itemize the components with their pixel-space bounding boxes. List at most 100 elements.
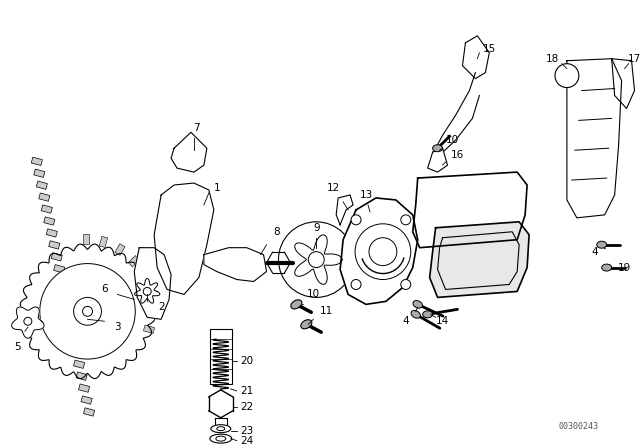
Polygon shape xyxy=(567,59,621,218)
Circle shape xyxy=(369,238,397,266)
Ellipse shape xyxy=(217,426,225,431)
Bar xyxy=(71,348,82,357)
Bar xyxy=(56,276,67,285)
Bar xyxy=(51,253,62,261)
Polygon shape xyxy=(134,248,171,319)
Bar xyxy=(63,312,75,321)
Bar xyxy=(79,384,90,392)
Text: 8: 8 xyxy=(273,227,280,237)
Bar xyxy=(41,205,52,213)
Bar xyxy=(59,289,70,297)
Circle shape xyxy=(83,306,93,316)
Polygon shape xyxy=(428,148,447,172)
Text: 7: 7 xyxy=(194,123,200,134)
Text: 6: 6 xyxy=(101,284,108,294)
Polygon shape xyxy=(295,235,342,284)
Bar xyxy=(39,193,50,201)
Bar xyxy=(145,289,156,297)
Text: 10: 10 xyxy=(307,289,320,299)
Bar xyxy=(66,324,77,332)
Bar xyxy=(46,229,58,237)
Circle shape xyxy=(40,263,135,359)
Circle shape xyxy=(74,297,102,325)
Ellipse shape xyxy=(596,241,607,248)
Text: 4: 4 xyxy=(591,247,598,257)
Text: 12: 12 xyxy=(326,183,340,193)
Text: 21: 21 xyxy=(240,386,253,396)
Polygon shape xyxy=(20,244,155,379)
Text: 9: 9 xyxy=(313,223,319,233)
Bar xyxy=(49,241,60,249)
Text: 14: 14 xyxy=(436,316,449,326)
Bar xyxy=(115,244,125,255)
Bar xyxy=(83,234,88,244)
Polygon shape xyxy=(209,390,233,418)
Text: 20: 20 xyxy=(240,356,253,366)
Polygon shape xyxy=(429,222,529,297)
Circle shape xyxy=(401,280,411,289)
Polygon shape xyxy=(436,73,479,155)
Ellipse shape xyxy=(602,264,612,271)
Polygon shape xyxy=(340,198,418,304)
Bar xyxy=(143,325,155,333)
Text: 2: 2 xyxy=(158,302,164,312)
Text: 15: 15 xyxy=(483,44,496,54)
Bar xyxy=(44,217,55,225)
Bar xyxy=(74,360,84,368)
Polygon shape xyxy=(134,279,160,303)
Circle shape xyxy=(555,64,579,87)
Circle shape xyxy=(278,222,354,297)
Circle shape xyxy=(401,215,411,225)
Bar xyxy=(83,408,95,416)
Polygon shape xyxy=(336,195,353,225)
Circle shape xyxy=(24,317,32,325)
Text: 10: 10 xyxy=(446,135,459,145)
Polygon shape xyxy=(463,36,490,78)
Text: 24: 24 xyxy=(240,435,253,446)
Text: 1: 1 xyxy=(214,183,220,193)
Ellipse shape xyxy=(411,310,420,318)
Ellipse shape xyxy=(301,320,312,329)
Text: 4: 4 xyxy=(403,316,409,326)
Circle shape xyxy=(351,215,361,225)
Bar xyxy=(54,265,65,273)
Text: 23: 23 xyxy=(240,426,253,435)
Ellipse shape xyxy=(433,145,443,152)
Polygon shape xyxy=(12,307,44,338)
Bar xyxy=(31,157,42,165)
Text: 11: 11 xyxy=(319,306,333,316)
Ellipse shape xyxy=(210,434,232,443)
Text: 16: 16 xyxy=(451,150,464,160)
Bar xyxy=(147,308,157,314)
Polygon shape xyxy=(154,183,214,294)
Ellipse shape xyxy=(211,425,231,433)
Bar xyxy=(34,169,45,177)
Polygon shape xyxy=(612,59,634,108)
Bar xyxy=(36,181,47,190)
Ellipse shape xyxy=(291,300,302,309)
Circle shape xyxy=(355,224,411,280)
Ellipse shape xyxy=(216,436,226,441)
Text: 22: 22 xyxy=(240,402,253,412)
Ellipse shape xyxy=(413,301,422,308)
Text: 18: 18 xyxy=(545,54,559,64)
Bar xyxy=(81,396,92,404)
Polygon shape xyxy=(413,172,527,248)
Circle shape xyxy=(351,280,361,289)
Polygon shape xyxy=(204,248,266,281)
Ellipse shape xyxy=(422,311,433,318)
Text: 19: 19 xyxy=(618,263,631,272)
Text: 17: 17 xyxy=(628,54,640,64)
Circle shape xyxy=(308,252,324,267)
Bar xyxy=(138,271,150,281)
Text: 5: 5 xyxy=(15,342,21,352)
Bar xyxy=(210,329,232,384)
Text: 00300243: 00300243 xyxy=(559,422,599,431)
Bar xyxy=(99,236,108,247)
Polygon shape xyxy=(171,132,207,172)
Text: 3: 3 xyxy=(114,322,121,332)
Bar xyxy=(76,372,87,380)
Bar xyxy=(61,301,72,309)
Circle shape xyxy=(143,288,151,295)
Bar xyxy=(128,256,140,267)
